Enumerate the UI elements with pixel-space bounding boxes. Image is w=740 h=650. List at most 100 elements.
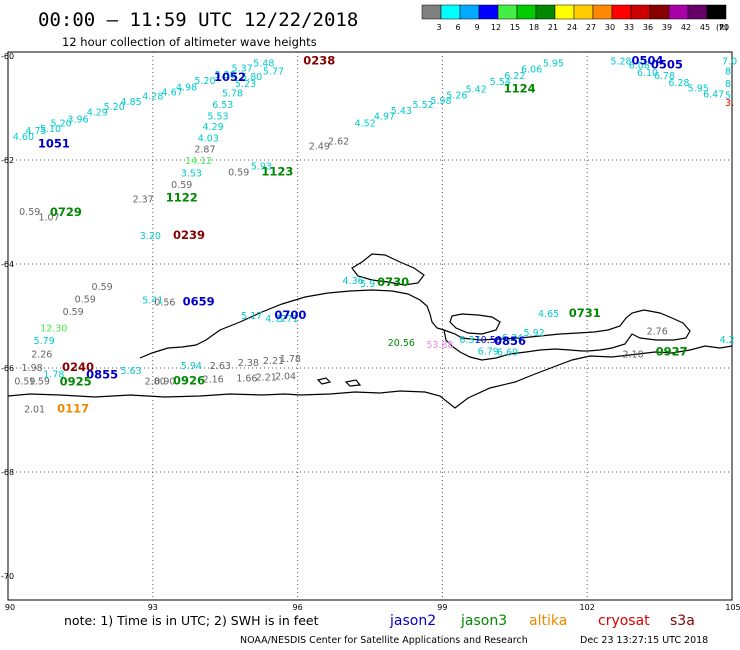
wave-height-value: 4.67 [162,88,183,99]
pass-time-label: 0240 [62,360,94,374]
latitude-label: -60 [1,52,14,61]
wave-height-value: 2.87 [194,145,215,156]
wave-height-value: 5.95 [543,58,564,69]
wave-height-value: 1.78 [280,354,301,365]
latitude-label: -62 [1,156,14,165]
wave-height-value: 2.21 [256,372,277,383]
wave-height-value: 5.17 [241,311,262,322]
wave-height-value: 6.78 [654,71,675,82]
wave-height-value: 3. [725,98,734,109]
map-subtitle: 12 hour collection of altimeter wave hei… [62,35,317,49]
wave-height-value: 6.34 [502,333,523,344]
wave-height-value: 5.71 [277,314,298,325]
colorbar-label: 70 [719,23,729,32]
wave-height-value: 1.78 [43,369,64,380]
pass-time-label: 1051 [38,137,70,151]
wave-height-value: 3.20 [140,231,161,242]
wave-height-value: 2.38 [238,358,259,369]
wave-height-value: 6.37 [459,335,480,346]
colorbar-swatch [706,4,727,20]
wave-height-value: 5.94 [181,361,202,372]
wave-height-value: 2.62 [328,136,349,147]
wave-height-value: 2.37 [133,195,154,206]
plot-frame [7,51,733,601]
colorbar-label: 6 [455,23,460,32]
colorbar-label: 33 [624,23,634,32]
wave-height-value: 5.20 [194,76,215,87]
wave-height-value: 6.79 [478,346,499,357]
wave-height-value: 12.30 [40,324,67,335]
colorbar-swatch [421,4,442,20]
wave-height-value: 5.48 [253,58,274,69]
wave-height-value: 5.37 [232,64,253,75]
coastline [7,253,733,409]
colorbar-swatch [630,4,651,20]
pass-time-label: 0504 [632,53,664,67]
wave-height-value: 4.29 [87,107,108,118]
colorbar-label: 15 [510,23,520,32]
pass-time-label: 1052 [214,70,246,84]
ice-shelf-west [139,289,445,359]
islet-2 [344,379,362,387]
wave-height-value: 5.78 [222,89,243,100]
wave-height-value: 5.10 [40,124,61,135]
graticule [8,52,732,600]
pass-time-labels: 0238 1052 1051 1123 1122 0729 0239 1124 05040505… [38,53,688,415]
island-north [351,253,425,286]
wave-height-value: 2.63 [210,361,231,372]
wave-height-value: 5.52 [413,100,434,111]
colorbar-swatch [554,4,575,20]
wave-height-value: 4.2 [720,335,735,346]
satellite-legend-jason2: jason2 [389,613,436,629]
colorbar-swatch [687,4,708,20]
colorbar-label: 18 [529,23,539,32]
longitude-label: 90 [5,603,15,612]
wave-height-value: 5.98 [430,96,451,107]
wave-height-values: 4.604.755.105.203.964.295.204.85 4.284.67… [13,56,737,415]
axis-labels: 90 93 96 99 102 105 -60 -62 -64 -66 -68 -70 [1,52,740,612]
wave-height-value: 14.12 [185,156,212,167]
wave-height-value: 5.26 [446,91,467,102]
longitude-label: 99 [437,603,447,612]
wave-height-value: 2.26 [31,350,52,361]
wave-height-value: 0.59 [228,168,249,179]
wave-height-value: 6.06 [521,65,542,76]
wave-height-value: 5.53 [207,111,228,122]
wave-height-value: 5.93 [251,161,272,172]
wave-height-value: 5. [725,91,734,102]
colorbar-unit: (ft) [716,23,728,32]
colorbar-swatch [478,4,499,20]
colorbar-swatch [649,4,670,20]
satellite-legend-s3a: s3a [670,613,695,629]
wave-height-value: 0.59 [92,282,113,293]
wave-height-value: 6.47 [703,90,724,101]
wave-height-value: 4.77 [265,314,286,325]
ice-shelf-central [443,309,691,352]
wave-height-value: 5.30 [215,70,236,81]
wave-height-value: 7.0 [722,56,737,67]
wave-height-value: 0.90 [154,377,175,388]
wave-height-value: 4.36 [343,276,364,287]
wave-height-value: 5.92 [524,328,545,339]
wave-height-value: 4.28 [142,92,163,103]
wave-height-value: 5.41 [142,296,163,307]
pass-time-label: 0239 [173,228,205,242]
pass-time-label: 0238 [303,53,335,67]
pass-time-label: 0730 [377,275,409,289]
wave-height-value: 2.01 [24,405,45,416]
wave-height-value: 6.10 [637,68,658,79]
coastline-main [7,345,733,409]
wave-height-value: 2.80 [145,377,166,388]
pass-time-label: 1123 [261,165,293,179]
colorbar-swatch [611,4,632,20]
credit-line: NOAA/NESDIS Center for Satellite Applica… [240,635,528,646]
wave-height-value: 6.08 [629,60,650,71]
wave-height-value: 8. [725,67,734,78]
wave-height-value: 6.22 [504,71,525,82]
wave-height-value: 4.85 [121,97,142,108]
pass-time-label: 0700 [274,308,306,322]
colorbar-swatch [592,4,613,20]
colorbar-swatch [573,4,594,20]
colorbar-label: 27 [586,23,596,32]
wave-height-value: 5.23 [235,79,256,90]
